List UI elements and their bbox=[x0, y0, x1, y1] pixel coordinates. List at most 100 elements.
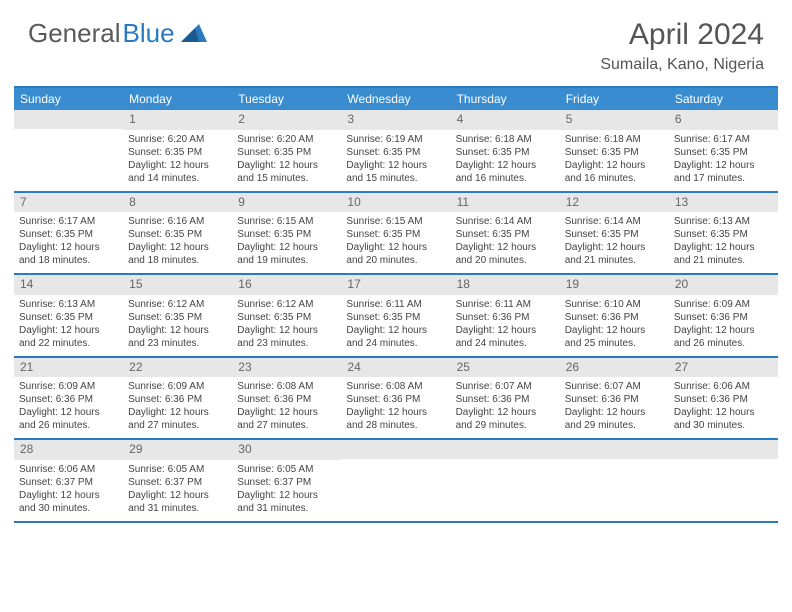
day-cell: 1Sunrise: 6:20 AMSunset: 6:35 PMDaylight… bbox=[123, 110, 232, 191]
week-row: 14Sunrise: 6:13 AMSunset: 6:35 PMDayligh… bbox=[14, 275, 778, 358]
sunset-text: Sunset: 6:36 PM bbox=[237, 393, 336, 406]
sunset-text: Sunset: 6:35 PM bbox=[128, 311, 227, 324]
sunset-text: Sunset: 6:36 PM bbox=[128, 393, 227, 406]
daylight-text: Daylight: 12 hours and 30 minutes. bbox=[674, 406, 773, 432]
sunset-text: Sunset: 6:35 PM bbox=[128, 146, 227, 159]
day-cell: 16Sunrise: 6:12 AMSunset: 6:35 PMDayligh… bbox=[232, 275, 341, 356]
sunrise-text: Sunrise: 6:16 AM bbox=[128, 215, 227, 228]
day-cell: 14Sunrise: 6:13 AMSunset: 6:35 PMDayligh… bbox=[14, 275, 123, 356]
daylight-text: Daylight: 12 hours and 24 minutes. bbox=[456, 324, 555, 350]
day-cell: 3Sunrise: 6:19 AMSunset: 6:35 PMDaylight… bbox=[341, 110, 450, 191]
title-area: April 2024 Sumaila, Kano, Nigeria bbox=[600, 18, 764, 74]
day-content: Sunrise: 6:17 AMSunset: 6:35 PMDaylight:… bbox=[669, 130, 778, 191]
day-number: 13 bbox=[669, 193, 778, 213]
day-number: 19 bbox=[560, 275, 669, 295]
sunset-text: Sunset: 6:35 PM bbox=[674, 146, 773, 159]
sunset-text: Sunset: 6:36 PM bbox=[565, 311, 664, 324]
day-header-cell: Sunday bbox=[14, 88, 123, 110]
day-number bbox=[669, 440, 778, 459]
day-content: Sunrise: 6:14 AMSunset: 6:35 PMDaylight:… bbox=[451, 212, 560, 273]
sunrise-text: Sunrise: 6:20 AM bbox=[237, 133, 336, 146]
day-content: Sunrise: 6:07 AMSunset: 6:36 PMDaylight:… bbox=[560, 377, 669, 438]
day-number: 23 bbox=[232, 358, 341, 378]
logo-triangle-icon bbox=[181, 18, 207, 49]
daylight-text: Daylight: 12 hours and 16 minutes. bbox=[565, 159, 664, 185]
daylight-text: Daylight: 12 hours and 20 minutes. bbox=[456, 241, 555, 267]
day-content: Sunrise: 6:15 AMSunset: 6:35 PMDaylight:… bbox=[232, 212, 341, 273]
sunrise-text: Sunrise: 6:11 AM bbox=[456, 298, 555, 311]
sunset-text: Sunset: 6:37 PM bbox=[237, 476, 336, 489]
day-number: 25 bbox=[451, 358, 560, 378]
day-number: 11 bbox=[451, 193, 560, 213]
day-header-cell: Saturday bbox=[669, 88, 778, 110]
day-cell: 11Sunrise: 6:14 AMSunset: 6:35 PMDayligh… bbox=[451, 193, 560, 274]
sunset-text: Sunset: 6:35 PM bbox=[237, 311, 336, 324]
day-content: Sunrise: 6:18 AMSunset: 6:35 PMDaylight:… bbox=[560, 130, 669, 191]
sunrise-text: Sunrise: 6:10 AM bbox=[565, 298, 664, 311]
day-number bbox=[560, 440, 669, 459]
logo-text-general: General bbox=[28, 18, 121, 49]
sunrise-text: Sunrise: 6:14 AM bbox=[565, 215, 664, 228]
day-number: 21 bbox=[14, 358, 123, 378]
daylight-text: Daylight: 12 hours and 18 minutes. bbox=[128, 241, 227, 267]
sunrise-text: Sunrise: 6:08 AM bbox=[346, 380, 445, 393]
sunrise-text: Sunrise: 6:13 AM bbox=[19, 298, 118, 311]
sunrise-text: Sunrise: 6:12 AM bbox=[128, 298, 227, 311]
day-cell bbox=[451, 440, 560, 521]
day-cell: 2Sunrise: 6:20 AMSunset: 6:35 PMDaylight… bbox=[232, 110, 341, 191]
logo-text-blue: Blue bbox=[123, 18, 175, 49]
sunset-text: Sunset: 6:35 PM bbox=[19, 311, 118, 324]
daylight-text: Daylight: 12 hours and 21 minutes. bbox=[565, 241, 664, 267]
day-number: 20 bbox=[669, 275, 778, 295]
day-number: 7 bbox=[14, 193, 123, 213]
day-content: Sunrise: 6:20 AMSunset: 6:35 PMDaylight:… bbox=[232, 130, 341, 191]
day-cell bbox=[14, 110, 123, 191]
day-cell bbox=[669, 440, 778, 521]
sunset-text: Sunset: 6:36 PM bbox=[674, 393, 773, 406]
day-header-cell: Wednesday bbox=[341, 88, 450, 110]
daylight-text: Daylight: 12 hours and 27 minutes. bbox=[128, 406, 227, 432]
daylight-text: Daylight: 12 hours and 15 minutes. bbox=[346, 159, 445, 185]
day-cell: 13Sunrise: 6:13 AMSunset: 6:35 PMDayligh… bbox=[669, 193, 778, 274]
day-number bbox=[341, 440, 450, 459]
sunset-text: Sunset: 6:36 PM bbox=[346, 393, 445, 406]
sunrise-text: Sunrise: 6:14 AM bbox=[456, 215, 555, 228]
day-cell: 24Sunrise: 6:08 AMSunset: 6:36 PMDayligh… bbox=[341, 358, 450, 439]
sunset-text: Sunset: 6:37 PM bbox=[128, 476, 227, 489]
day-number: 18 bbox=[451, 275, 560, 295]
month-title: April 2024 bbox=[600, 18, 764, 52]
day-cell: 27Sunrise: 6:06 AMSunset: 6:36 PMDayligh… bbox=[669, 358, 778, 439]
day-number: 29 bbox=[123, 440, 232, 460]
day-cell: 18 Sunrise: 6:11 AMSunset: 6:36 PMDayligh… bbox=[451, 275, 560, 356]
day-number bbox=[14, 110, 123, 129]
daylight-text: Daylight: 12 hours and 20 minutes. bbox=[346, 241, 445, 267]
day-number bbox=[451, 440, 560, 459]
sunset-text: Sunset: 6:36 PM bbox=[456, 311, 555, 324]
day-cell: 17Sunrise: 6:11 AMSunset: 6:35 PMDayligh… bbox=[341, 275, 450, 356]
day-number: 15 bbox=[123, 275, 232, 295]
day-cell: 7Sunrise: 6:17 AMSunset: 6:35 PMDaylight… bbox=[14, 193, 123, 274]
day-cell: 9Sunrise: 6:15 AMSunset: 6:35 PMDaylight… bbox=[232, 193, 341, 274]
day-content: Sunrise: 6:12 AMSunset: 6:35 PMDaylight:… bbox=[232, 295, 341, 356]
day-content: Sunrise: 6:16 AMSunset: 6:35 PMDaylight:… bbox=[123, 212, 232, 273]
daylight-text: Daylight: 12 hours and 16 minutes. bbox=[456, 159, 555, 185]
sunset-text: Sunset: 6:35 PM bbox=[237, 146, 336, 159]
sunrise-text: Sunrise: 6:13 AM bbox=[674, 215, 773, 228]
sunset-text: Sunset: 6:37 PM bbox=[19, 476, 118, 489]
sunrise-text: Sunrise: 6:06 AM bbox=[674, 380, 773, 393]
day-number: 1 bbox=[123, 110, 232, 130]
day-cell: 5Sunrise: 6:18 AMSunset: 6:35 PMDaylight… bbox=[560, 110, 669, 191]
week-row: 7Sunrise: 6:17 AMSunset: 6:35 PMDaylight… bbox=[14, 193, 778, 276]
day-content: Sunrise: 6:20 AMSunset: 6:35 PMDaylight:… bbox=[123, 130, 232, 191]
day-content: Sunrise: 6:11 AMSunset: 6:35 PMDaylight:… bbox=[341, 295, 450, 356]
day-content: Sunrise: 6:14 AMSunset: 6:35 PMDaylight:… bbox=[560, 212, 669, 273]
day-content: Sunrise: 6:06 AMSunset: 6:37 PMDaylight:… bbox=[14, 460, 123, 521]
daylight-text: Daylight: 12 hours and 29 minutes. bbox=[565, 406, 664, 432]
day-content: Sunrise: 6:07 AMSunset: 6:36 PMDaylight:… bbox=[451, 377, 560, 438]
day-content: Sunrise: 6:10 AMSunset: 6:36 PMDaylight:… bbox=[560, 295, 669, 356]
sunrise-text: Sunrise: 6:18 AM bbox=[456, 133, 555, 146]
day-cell: 8Sunrise: 6:16 AMSunset: 6:35 PMDaylight… bbox=[123, 193, 232, 274]
day-cell: 15Sunrise: 6:12 AMSunset: 6:35 PMDayligh… bbox=[123, 275, 232, 356]
day-number: 28 bbox=[14, 440, 123, 460]
day-number: 16 bbox=[232, 275, 341, 295]
